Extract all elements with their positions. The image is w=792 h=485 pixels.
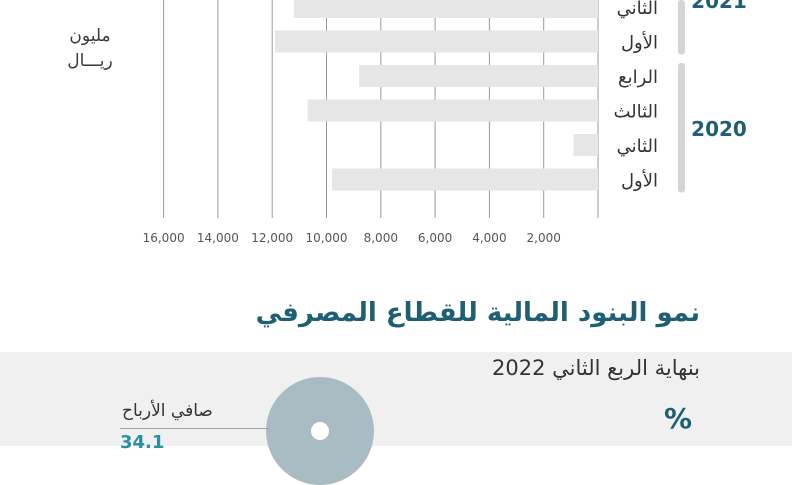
x-tick-label: 2,000	[527, 231, 561, 245]
section-subtitle: بنهاية الربع الثاني 2022	[492, 356, 700, 380]
bar	[293, 0, 598, 18]
quarter-label: الرابع	[618, 67, 658, 88]
x-tick-label: 12,000	[251, 231, 293, 245]
x-tick-label: 6,000	[418, 231, 452, 245]
quarter-label: الثالث	[613, 102, 658, 123]
year-bracket	[678, 63, 685, 193]
quarter-label: الثاني	[617, 0, 658, 19]
x-tick-label: 16,000	[143, 231, 185, 245]
unit-label: مليون ريـــال	[67, 26, 113, 71]
year-label: 2020	[691, 117, 747, 141]
quarter-label: الأول	[621, 170, 658, 192]
profit-divider	[120, 428, 270, 429]
section-title: نمو البنود المالية للقطاع المصرفي	[255, 298, 700, 328]
x-tick-label: 4,000	[472, 231, 506, 245]
bar	[359, 65, 598, 87]
percent-sign: %	[664, 402, 693, 435]
x-tick-label: 10,000	[306, 231, 348, 245]
bar-chart: الثاني الأول 2021 الرابع الثالث الثاني الأول 20…	[143, 0, 747, 245]
bottom-band	[0, 352, 792, 446]
bar	[331, 168, 598, 191]
bar	[274, 30, 598, 53]
year-bracket	[678, 0, 685, 55]
bar	[573, 134, 598, 156]
quarter-label: الأول	[621, 32, 658, 54]
year-label: 2021	[691, 0, 747, 13]
profit-value: 34.1	[120, 432, 165, 453]
x-tick-label: 8,000	[364, 231, 398, 245]
bar	[307, 99, 598, 122]
profit-dot-icon	[311, 422, 329, 440]
quarter-label: الثاني	[617, 136, 658, 157]
profit-label: صافي الأرباح	[122, 401, 213, 421]
x-tick-label: 14,000	[197, 231, 239, 245]
